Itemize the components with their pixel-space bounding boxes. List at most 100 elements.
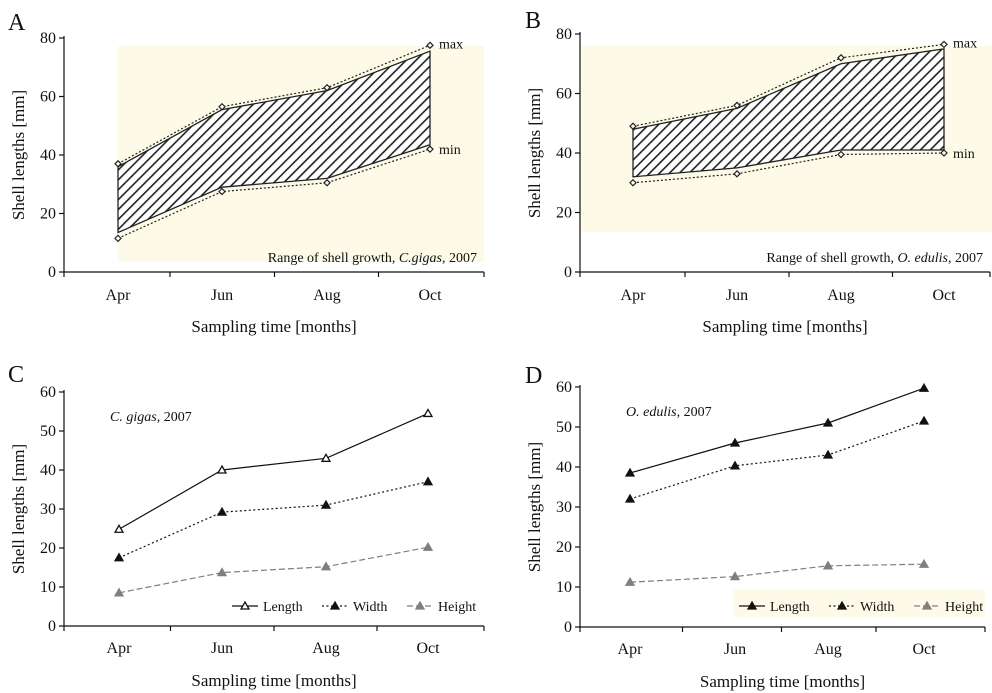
point-height — [113, 587, 125, 597]
chart-panel-b: B 0 20 40 60 80 Apr Jun Aug Oct Shell lengths [mm]… — [525, 8, 992, 336]
point-height — [729, 571, 741, 581]
series-label-max: max — [439, 37, 463, 52]
x-tick-label: Apr — [107, 640, 133, 657]
point-min — [837, 150, 845, 159]
chart-annotation: C. gigas, 2007 — [110, 410, 192, 425]
point-max — [426, 41, 434, 50]
series-line-width — [118, 481, 429, 559]
legend-label-height: Height — [945, 600, 983, 615]
point-width — [822, 449, 834, 459]
legend-label-length: Length — [263, 600, 303, 615]
point-width — [422, 476, 434, 486]
y-tick-label: 0 — [564, 619, 572, 636]
legend-marker-width — [836, 600, 848, 610]
chart-annotation: O. edulis, 2007 — [626, 405, 712, 420]
point-width — [624, 493, 636, 503]
x-axis-label: Sampling time [months] — [702, 317, 867, 336]
legend-label-width: Width — [353, 600, 387, 615]
point-length — [422, 408, 434, 418]
point-height — [918, 558, 930, 568]
y-tick-label: 0 — [564, 264, 572, 281]
x-tick-label: Oct — [418, 287, 442, 304]
y-tick-label: 40 — [556, 459, 572, 476]
series-line-length — [118, 412, 429, 530]
y-tick-label: 60 — [556, 86, 572, 103]
y-tick-label: 60 — [40, 89, 56, 106]
point-length — [113, 523, 125, 533]
point-height — [422, 541, 434, 551]
series-line-max — [117, 44, 431, 165]
point-length — [624, 467, 636, 477]
y-tick-label: 20 — [40, 206, 56, 223]
panel-letter: A — [8, 10, 26, 36]
y-tick-label: 50 — [40, 423, 56, 440]
point-min — [323, 178, 331, 187]
chart-annotation: Range of shell growth, C.gigas, 2007 — [268, 251, 477, 266]
series-label-min: min — [439, 143, 461, 158]
y-axis-label: Shell lengths [mm] — [525, 88, 544, 218]
y-tick-label: 30 — [556, 499, 572, 516]
point-min — [426, 145, 434, 153]
point-width — [216, 506, 228, 516]
y-tick-label: 60 — [40, 384, 56, 401]
point-max — [733, 101, 741, 110]
series-line-length — [629, 387, 925, 474]
y-tick-label: 60 — [556, 379, 572, 396]
x-tick-label: Aug — [827, 287, 855, 304]
legend-label-width: Width — [860, 600, 894, 615]
legend-marker-length — [746, 600, 758, 610]
x-tick-label: Aug — [313, 287, 341, 304]
x-tick-label: Jun — [726, 287, 748, 304]
point-length — [216, 464, 228, 474]
x-tick-label: Jun — [724, 641, 746, 658]
y-tick-label: 80 — [556, 26, 572, 43]
series-line-min — [632, 152, 945, 184]
x-tick-label: Apr — [618, 641, 644, 658]
panel-letter: C — [8, 362, 24, 388]
series-line-min — [117, 148, 431, 239]
legend-marker-width — [329, 600, 341, 610]
point-width — [113, 552, 125, 562]
chart-panel-a: A 0 20 40 60 80 Apr Jun Aug Oct Shell lengths [mm]… — [8, 10, 485, 336]
point-max — [940, 40, 948, 49]
legend: Length Width Height — [232, 600, 476, 615]
range-band — [117, 50, 431, 234]
x-axis-label: Sampling time [months] — [700, 672, 865, 691]
panel-letter: D — [525, 363, 542, 389]
x-tick-label: Oct — [416, 640, 440, 657]
y-tick-label: 50 — [556, 419, 572, 436]
legend-label-length: Length — [770, 600, 810, 615]
series-line-width — [629, 420, 925, 500]
y-tick-label: 30 — [40, 501, 56, 518]
point-min — [940, 149, 948, 157]
chart-panel-c: C 0 10 20 30 40 50 60 Apr Jun Aug Oct Shell lengths … — [8, 362, 485, 690]
point-length — [822, 417, 834, 427]
x-tick-label: Aug — [312, 640, 340, 657]
chart-annotation: Range of shell growth, O. edulis, 2007 — [766, 251, 983, 266]
point-max — [629, 122, 637, 131]
x-tick-label: Oct — [912, 641, 936, 658]
series-label-min: min — [953, 147, 975, 162]
y-axis-label: Shell lengths [mm] — [9, 444, 28, 574]
legend-marker-length — [239, 600, 251, 610]
point-max — [218, 102, 226, 111]
y-tick-label: 20 — [40, 540, 56, 557]
point-max — [837, 53, 845, 62]
series-line-height — [629, 563, 925, 583]
point-min — [629, 178, 637, 187]
x-axis-label: Sampling time [months] — [191, 671, 356, 690]
y-tick-label: 10 — [556, 579, 572, 596]
y-axis-label: Shell lengths [mm] — [9, 90, 28, 220]
x-tick-label: Jun — [211, 640, 233, 657]
point-width — [729, 460, 741, 470]
legend-marker-height — [921, 600, 933, 610]
point-length — [918, 382, 930, 392]
y-tick-label: 40 — [40, 147, 56, 164]
point-height — [216, 567, 228, 577]
y-tick-label: 40 — [40, 462, 56, 479]
point-width — [320, 499, 332, 509]
point-length — [729, 437, 741, 447]
series-line-height — [118, 546, 429, 594]
y-tick-label: 40 — [556, 145, 572, 162]
